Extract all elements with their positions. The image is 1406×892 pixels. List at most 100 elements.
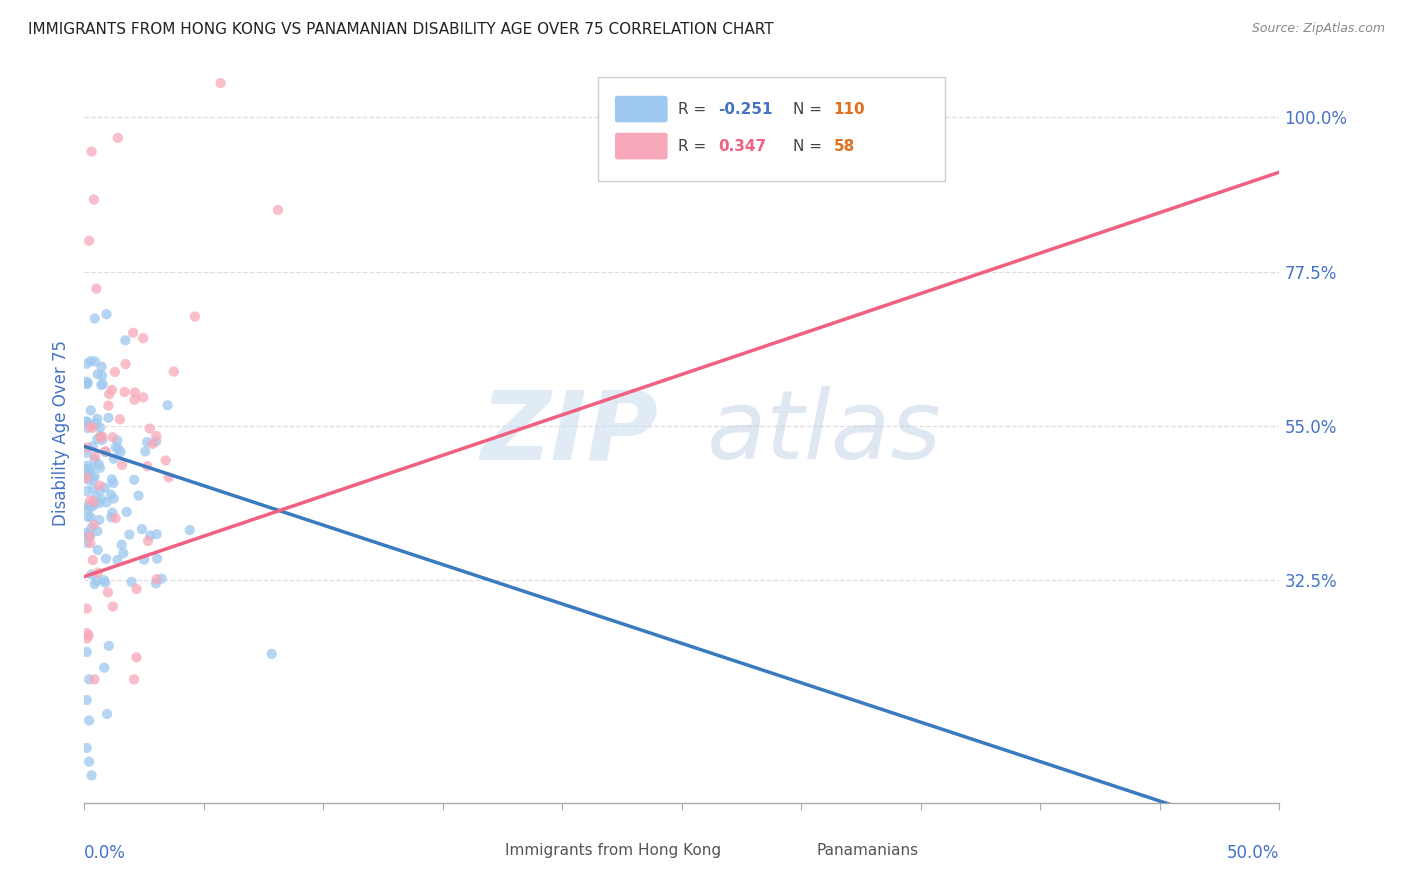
Text: 50.0%: 50.0% <box>1227 844 1279 862</box>
Point <box>100 488 122 502</box>
Point <box>77 714 100 728</box>
Point <box>97 410 120 425</box>
Point <box>132 390 155 404</box>
Point <box>128 489 150 503</box>
Point <box>98 387 121 401</box>
Point <box>142 437 165 451</box>
Point <box>97 399 120 413</box>
Point <box>87 457 110 471</box>
Point <box>134 444 156 458</box>
Point <box>96 307 118 321</box>
Point <box>77 468 100 483</box>
Point <box>79 536 101 550</box>
Point <box>101 506 124 520</box>
Point <box>83 452 105 467</box>
Point <box>76 441 98 455</box>
Text: R =: R = <box>678 138 711 153</box>
Point <box>76 415 98 429</box>
Point <box>103 451 125 466</box>
Point <box>107 553 129 567</box>
Text: N =: N = <box>793 138 827 153</box>
Point <box>134 552 156 566</box>
Point <box>86 543 108 558</box>
Point <box>155 453 177 467</box>
Point <box>107 442 129 456</box>
Point <box>111 458 134 472</box>
Point <box>84 450 107 464</box>
Point <box>121 574 143 589</box>
Text: -0.251: -0.251 <box>718 102 772 117</box>
Point <box>83 469 105 483</box>
Y-axis label: Disability Age Over 75: Disability Age Over 75 <box>52 340 70 525</box>
Point <box>79 529 101 543</box>
Point <box>83 498 105 512</box>
Point <box>179 523 201 537</box>
Text: ZIP: ZIP <box>479 386 658 479</box>
Point <box>146 551 169 566</box>
Point <box>94 551 117 566</box>
Point <box>101 430 124 444</box>
Point <box>90 378 112 392</box>
Point <box>94 444 117 458</box>
Point <box>89 483 111 498</box>
Point <box>80 354 103 368</box>
Text: IMMIGRANTS FROM HONG KONG VS PANAMANIAN DISABILITY AGE OVER 75 CORRELATION CHART: IMMIGRANTS FROM HONG KONG VS PANAMANIAN … <box>28 22 773 37</box>
Point <box>114 357 136 371</box>
Point <box>136 534 159 549</box>
Point <box>114 385 136 400</box>
Point <box>76 525 98 540</box>
Point <box>89 430 111 444</box>
Point <box>89 460 111 475</box>
Point <box>114 334 136 348</box>
Point <box>76 458 98 473</box>
Point <box>76 632 98 646</box>
Point <box>96 706 118 721</box>
Point <box>76 484 98 499</box>
Point <box>76 741 98 756</box>
Point <box>83 193 105 207</box>
Point <box>79 493 101 508</box>
Point <box>101 599 124 614</box>
Point <box>122 673 145 687</box>
Point <box>77 234 100 248</box>
Point <box>90 359 112 374</box>
Point <box>82 553 104 567</box>
Point <box>104 440 127 454</box>
Point <box>76 471 98 485</box>
Point <box>86 524 108 538</box>
Point <box>110 445 132 459</box>
Point <box>124 392 146 407</box>
Point <box>184 310 207 324</box>
Point <box>82 481 104 495</box>
Text: Panamanians: Panamanians <box>817 843 920 858</box>
Point <box>209 76 232 90</box>
Point <box>83 518 105 533</box>
Point <box>82 439 104 453</box>
Point <box>77 473 100 487</box>
FancyBboxPatch shape <box>614 133 668 160</box>
Point <box>91 430 114 444</box>
FancyBboxPatch shape <box>614 95 668 122</box>
Point <box>115 505 138 519</box>
Point <box>86 432 108 446</box>
Point <box>76 375 98 389</box>
Point <box>82 495 104 509</box>
Point <box>76 499 98 513</box>
Point <box>125 582 148 596</box>
Point <box>80 521 103 535</box>
Point <box>136 435 159 450</box>
Point <box>145 429 167 443</box>
Point <box>139 422 162 436</box>
Point <box>83 673 105 687</box>
Point <box>91 433 114 447</box>
Point <box>80 145 103 159</box>
Point <box>101 383 124 397</box>
Point <box>139 528 162 542</box>
Point <box>76 357 98 371</box>
Point <box>80 768 103 782</box>
Point <box>122 473 145 487</box>
Point <box>79 510 101 524</box>
Point <box>76 503 98 517</box>
Point <box>145 527 167 541</box>
Point <box>94 575 117 590</box>
